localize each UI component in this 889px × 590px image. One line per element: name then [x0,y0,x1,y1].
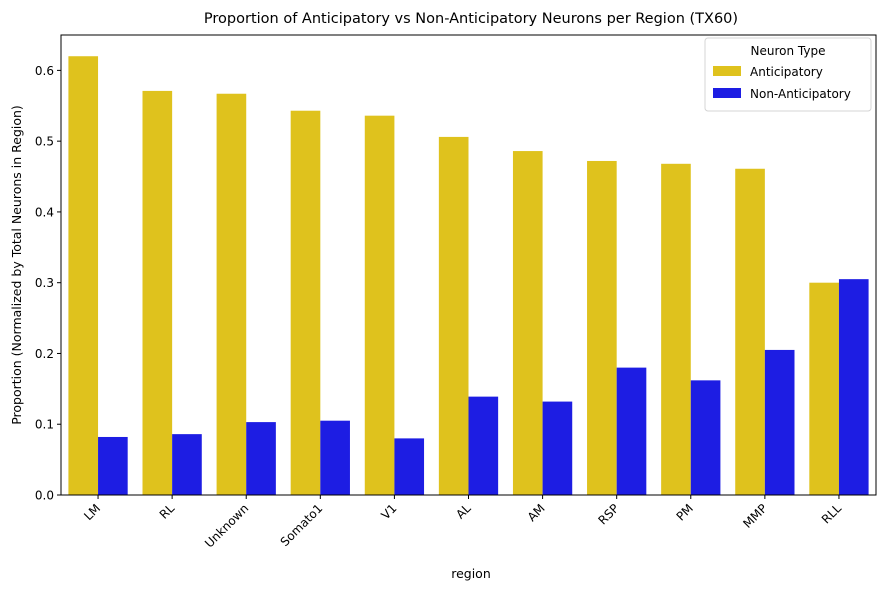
y-tick-label: 0.3 [35,276,54,290]
bar-non-anticipatory-mmp [764,349,795,495]
y-axis-ticks: 0.0 0.1 0.2 0.3 0.4 0.5 0.6 [35,64,61,503]
bar-non-anticipatory-am [542,401,573,495]
x-tick-label: AL [453,501,474,522]
bar-anticipatory-unknown [216,93,247,495]
y-tick-label: 0.2 [35,347,54,361]
plot-frame [60,34,877,496]
bar-non-anticipatory-pm [690,380,721,495]
x-tick-label: RLL [819,501,844,526]
bar-non-anticipatory-unknown [246,422,276,495]
x-tick-label: LM [81,501,103,523]
y-axis-label: Proportion (Normalized by Total Neurons … [9,105,24,425]
bar-anticipatory-mmp [735,168,765,495]
y-tick-label: 0.6 [35,64,54,78]
y-tick-label: 0.4 [35,205,54,219]
bar-anticipatory-pm [661,163,691,496]
x-tick-label: RSP [595,501,621,527]
bar-non-anticipatory-al [468,396,499,495]
x-tick-label: Somato1 [278,501,326,549]
bar-anticipatory-rsp [587,160,617,495]
legend-title: Neuron Type [751,44,826,58]
bar-non-anticipatory-rl [172,434,202,495]
bar-non-anticipatory-v1 [394,438,425,495]
bar-anticipatory-lm [68,56,99,495]
legend-label: Anticipatory [750,65,823,79]
bar-anticipatory-rll [809,282,839,495]
x-tick-label: Unknown [202,501,251,550]
chart-title: Proportion of Anticipatory vs Non-Antici… [204,11,738,27]
y-tick-label: 0.0 [35,489,54,503]
legend-swatch [713,66,741,76]
bar-anticipatory-rl [142,90,173,496]
legend-box [704,37,872,112]
legend-label: Non-Anticipatory [750,87,851,101]
bar-non-anticipatory-somato1 [320,420,350,495]
bar-anticipatory-am [512,151,543,496]
x-tick-label: PM [674,501,696,523]
bar-non-anticipatory-lm [98,436,128,495]
x-tick-label: AM [525,501,548,524]
x-tick-label: RL [157,501,178,522]
bar-anticipatory-al [438,136,469,495]
legend: Neuron Type Anticipatory Non-Anticipatory [704,37,872,112]
bar-non-anticipatory-rsp [616,367,647,495]
x-tick-label: MMP [740,501,770,531]
x-tick-label: V1 [378,501,399,522]
bar-anticipatory-v1 [364,115,395,495]
x-axis-label: region [451,566,491,581]
y-tick-label: 0.1 [35,418,54,432]
legend-swatch [713,88,741,98]
bar-anticipatory-somato1 [290,110,321,495]
bar-non-anticipatory-rll [838,279,869,495]
bars-group [68,56,869,496]
y-tick-label: 0.5 [35,135,54,149]
x-axis-ticks: LM RL Unknown Somato1 V1 AL AM RSP PM MMP RLL [81,495,844,551]
